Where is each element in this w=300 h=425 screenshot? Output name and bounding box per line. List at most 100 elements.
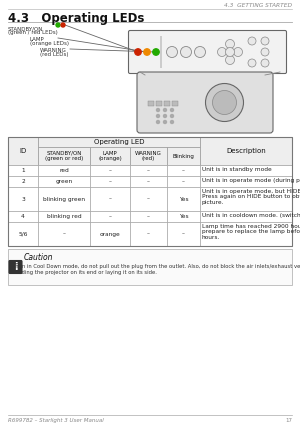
Circle shape: [194, 46, 206, 57]
Text: Lamp time has reached 2900 hours,
prepare to replace the lamp before 3000
hours.: Lamp time has reached 2900 hours, prepar…: [202, 224, 300, 240]
Text: ID: ID: [20, 148, 27, 154]
Text: 1: 1: [21, 168, 25, 173]
Circle shape: [248, 59, 256, 67]
Bar: [90, 187, 130, 211]
Text: –: –: [62, 232, 65, 236]
Bar: [8, 176, 38, 187]
FancyBboxPatch shape: [9, 261, 22, 274]
Circle shape: [167, 46, 178, 57]
Circle shape: [164, 114, 166, 117]
Bar: [130, 211, 167, 222]
Circle shape: [261, 59, 269, 67]
Circle shape: [157, 114, 160, 117]
Text: Description: Description: [226, 148, 266, 154]
Text: (red LEDs): (red LEDs): [40, 52, 68, 57]
Text: i: i: [14, 262, 17, 272]
Text: WARNING: WARNING: [40, 48, 67, 53]
FancyBboxPatch shape: [137, 72, 273, 133]
Bar: [130, 176, 167, 187]
Circle shape: [170, 114, 173, 117]
Bar: [90, 147, 130, 165]
Circle shape: [157, 121, 160, 124]
Bar: [200, 165, 292, 176]
Bar: [8, 137, 38, 165]
Text: 2: 2: [21, 179, 25, 184]
Circle shape: [212, 91, 236, 114]
Bar: [38, 222, 90, 246]
Text: Blinking: Blinking: [172, 153, 194, 159]
Text: –: –: [182, 168, 185, 173]
Bar: [167, 147, 200, 165]
Bar: [8, 249, 292, 285]
Text: –: –: [147, 232, 150, 236]
Bar: [38, 176, 90, 187]
Bar: [38, 147, 90, 165]
Circle shape: [170, 121, 173, 124]
Circle shape: [144, 49, 150, 55]
FancyBboxPatch shape: [128, 31, 286, 74]
Bar: [8, 187, 38, 211]
Text: 5/6: 5/6: [18, 232, 28, 236]
Circle shape: [135, 49, 141, 55]
Text: green: green: [56, 179, 73, 184]
Bar: [167, 187, 200, 211]
Text: –: –: [109, 179, 112, 184]
Circle shape: [181, 46, 191, 57]
Text: STANDBY/ON
(green or red): STANDBY/ON (green or red): [45, 150, 83, 162]
Text: STANDBY/ON: STANDBY/ON: [8, 26, 44, 31]
Text: (orange LEDs): (orange LEDs): [30, 41, 69, 46]
Bar: [8, 211, 38, 222]
Bar: [172, 101, 178, 106]
Bar: [130, 147, 167, 165]
Text: Unit is in operate mode, but HIDE is ON.
Press again on HIDE button to obtain a
: Unit is in operate mode, but HIDE is ON.…: [202, 189, 300, 205]
Circle shape: [61, 23, 65, 27]
Text: Caution: Caution: [24, 253, 53, 262]
Bar: [38, 211, 90, 222]
Bar: [90, 165, 130, 176]
Circle shape: [226, 40, 235, 48]
Bar: [130, 187, 167, 211]
Bar: [8, 222, 38, 246]
Text: blinking red: blinking red: [47, 214, 81, 219]
Circle shape: [233, 48, 242, 57]
Circle shape: [206, 83, 244, 122]
Circle shape: [164, 121, 166, 124]
Text: –: –: [147, 179, 150, 184]
Bar: [8, 137, 292, 246]
Text: Unit is in standby mode: Unit is in standby mode: [202, 167, 272, 172]
Bar: [130, 222, 167, 246]
Text: 3: 3: [21, 196, 25, 201]
Text: 4.3  GETTING STARTED: 4.3 GETTING STARTED: [224, 3, 292, 8]
Circle shape: [226, 56, 235, 65]
Text: LAMP
(orange): LAMP (orange): [98, 150, 122, 162]
Bar: [167, 211, 200, 222]
Text: –: –: [182, 232, 185, 236]
Text: (green / red LEDs): (green / red LEDs): [8, 30, 58, 35]
Text: red: red: [59, 168, 69, 173]
Text: orange: orange: [100, 232, 120, 236]
Bar: [200, 187, 292, 211]
Bar: [160, 36, 162, 68]
Bar: [200, 176, 292, 187]
Text: When in Cool Down mode, do not pull out the plug from the outlet. Also, do not b: When in Cool Down mode, do not pull out …: [10, 264, 300, 275]
Circle shape: [157, 108, 160, 111]
Circle shape: [56, 23, 60, 27]
Bar: [167, 165, 200, 176]
Text: –: –: [147, 196, 150, 201]
Bar: [130, 165, 167, 176]
Circle shape: [261, 37, 269, 45]
Bar: [167, 222, 200, 246]
Bar: [200, 137, 292, 165]
Text: –: –: [109, 196, 112, 201]
Bar: [164, 101, 170, 106]
Text: Unit is in operate mode (during projection): Unit is in operate mode (during projecti…: [202, 178, 300, 182]
Text: Operating LED: Operating LED: [94, 139, 144, 145]
Text: WARNING
(red): WARNING (red): [135, 150, 162, 162]
Circle shape: [261, 48, 269, 56]
Text: Unit is in cooldown mode. (switching off): Unit is in cooldown mode. (switching off…: [202, 212, 300, 218]
Text: LAMP: LAMP: [30, 37, 45, 42]
Bar: [90, 222, 130, 246]
Text: Yes: Yes: [179, 214, 188, 219]
Bar: [38, 165, 90, 176]
Circle shape: [164, 108, 166, 111]
